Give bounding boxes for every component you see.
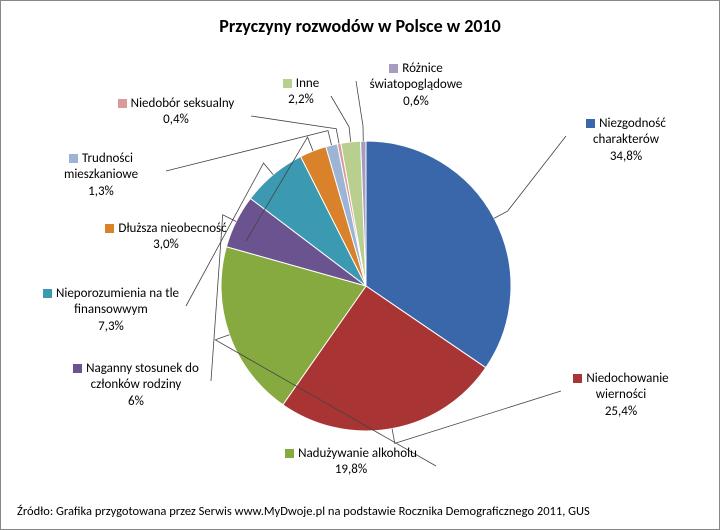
slice-label-text: Niedobór seksualny xyxy=(131,96,235,111)
source-text: Źródło: Grafika przygotowana przez Serwi… xyxy=(17,504,590,519)
slice-value-text: 34,8% xyxy=(610,149,642,164)
slice-label-text: Nadużywanie alkoholu xyxy=(298,446,417,461)
slice-label-text: Nieporozumienia na tle finansowwym xyxy=(56,286,179,317)
legend-swatch xyxy=(69,154,78,163)
slice-label-text: Inne xyxy=(296,76,319,91)
leader-line xyxy=(494,136,566,218)
slice-label: Trudności mieszkaniowe1,3% xyxy=(31,151,171,200)
slice-value-text: 1,3% xyxy=(88,184,114,199)
slice-label-text: Różnice światopoglądowe xyxy=(370,61,463,92)
legend-swatch xyxy=(586,119,595,128)
slice-label: Inne2,2% xyxy=(266,76,336,109)
slice-label-text: Dłuższa nieobecność xyxy=(118,221,226,236)
slice-label: Różnice światopoglądowe 0,6% xyxy=(351,61,481,110)
slice-value-text: 0,4% xyxy=(163,112,189,127)
slice-value-text: 6% xyxy=(128,394,144,409)
chart-title: Przyczyny rozwodów w Polsce w 2010 xyxy=(1,15,719,37)
chart-container: Przyczyny rozwodów w Polsce w 2010 Niezg… xyxy=(0,0,720,530)
leader-line xyxy=(251,116,339,144)
slice-value-text: 3,0% xyxy=(153,237,179,252)
slice-label: Niezgodność charakterów 34,8% xyxy=(561,116,691,165)
legend-swatch xyxy=(283,79,292,88)
slice-label: Niedochowanie wierności 25,4% xyxy=(556,371,686,420)
slice-label-text: Naganny stosunek do członków rodziny xyxy=(86,361,199,392)
slice-label: Nieporozumienia na tle finansowwym 7,3% xyxy=(31,286,191,335)
slice-label-text: Niezgodność charakterów xyxy=(593,116,666,147)
legend-swatch xyxy=(389,64,398,73)
legend-swatch xyxy=(73,364,82,373)
legend-swatch xyxy=(573,374,582,383)
legend-swatch xyxy=(285,449,294,458)
slice-value-text: 7,3% xyxy=(98,319,124,334)
slice-label-text: Niedochowanie wierności xyxy=(586,371,668,402)
slice-value-text: 25,4% xyxy=(605,404,637,419)
slice-label: Niedobór seksualny0,4% xyxy=(96,96,256,129)
slice-label: Nadużywanie alkoholu19,8% xyxy=(261,446,441,479)
slice-value-text: 19,8% xyxy=(335,462,367,477)
slice-value-text: 0,6% xyxy=(403,94,429,109)
legend-swatch xyxy=(105,224,114,233)
slice-label: Naganny stosunek do członków rodziny 6% xyxy=(56,361,216,410)
legend-swatch xyxy=(118,99,127,108)
legend-swatch xyxy=(43,289,52,298)
slice-label: Dłuższa nieobecność3,0% xyxy=(81,221,251,254)
pie-chart-area: Niezgodność charakterów 34,8% Niedochowani… xyxy=(1,51,720,481)
slice-value-text: 2,2% xyxy=(288,92,314,107)
